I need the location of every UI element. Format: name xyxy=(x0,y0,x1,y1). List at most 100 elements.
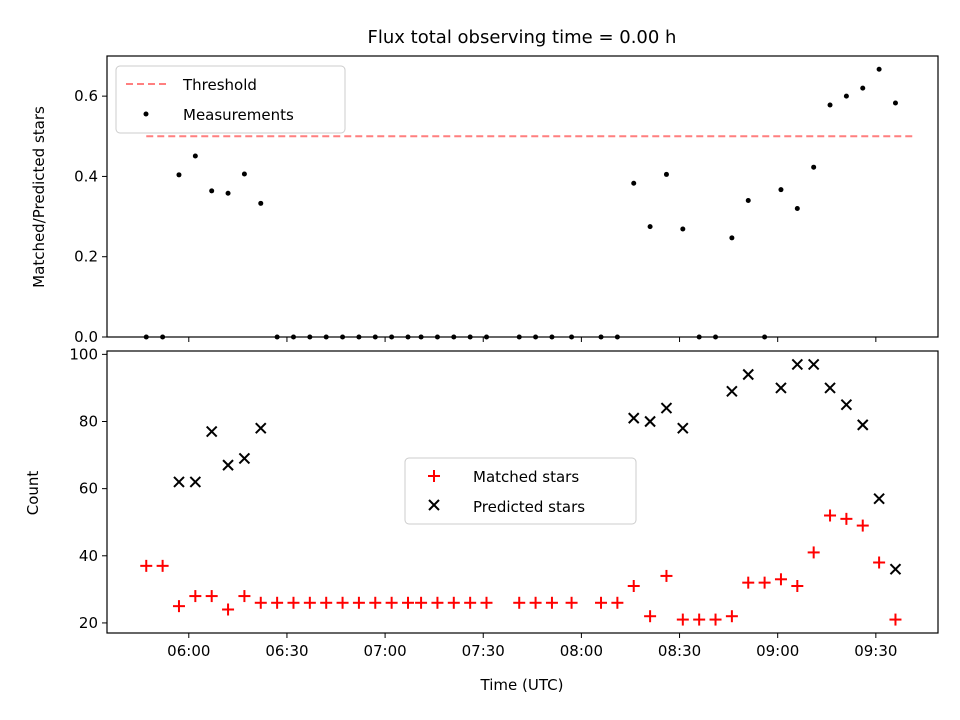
count-y-ticks: 20 40 60 80 100 xyxy=(69,345,107,632)
matched-point xyxy=(676,613,689,626)
predicted-point xyxy=(660,402,673,414)
count-axes-frame xyxy=(106,350,939,634)
x-tick-label: 07:00 xyxy=(363,642,406,660)
matched-point xyxy=(385,596,398,609)
matched-point xyxy=(172,600,185,613)
measurement-point xyxy=(680,226,686,232)
matched-point xyxy=(889,613,902,626)
y-tick-label: 60 xyxy=(79,480,98,498)
y-tick-label: 100 xyxy=(69,345,98,363)
y-tick-label: 80 xyxy=(79,413,98,431)
matched-point xyxy=(660,569,673,582)
matched-point xyxy=(693,613,706,626)
predicted-point xyxy=(677,422,689,434)
measurements-legend-label: Measurements xyxy=(183,106,294,124)
matched-point xyxy=(189,590,202,603)
matched-point xyxy=(807,546,820,559)
measurement-point xyxy=(647,224,653,230)
matched-point xyxy=(205,590,218,603)
threshold-legend-label: Threshold xyxy=(182,76,257,94)
predicted-point xyxy=(173,476,185,488)
count-plot-area xyxy=(140,358,902,626)
measurement-point xyxy=(794,206,800,212)
matched-point xyxy=(611,596,624,609)
predicted-point xyxy=(807,358,820,371)
ratio-legend: Threshold Measurements xyxy=(115,65,346,134)
matched-point xyxy=(140,559,153,572)
x-tick-label: 06:00 xyxy=(167,642,210,660)
matched-point xyxy=(565,596,578,609)
ratio-y-ticks: 0.0 0.2 0.4 0.6 xyxy=(74,87,107,346)
chart-title: Flux total observing time = 0.00 h xyxy=(368,27,677,48)
matched-point xyxy=(840,512,853,525)
matched-point xyxy=(156,559,169,572)
measurement-point xyxy=(778,187,784,193)
matched-point xyxy=(222,603,235,616)
ratio-x-ticks xyxy=(188,337,877,342)
predicted-legend-swatch xyxy=(428,499,440,511)
matched-point xyxy=(774,573,787,586)
matched-point xyxy=(447,596,460,609)
measurement-point xyxy=(860,85,866,91)
measurement-point xyxy=(843,93,849,99)
matched-point xyxy=(529,596,542,609)
y-tick-label: 0.6 xyxy=(74,87,98,105)
matched-point xyxy=(791,580,804,592)
matched-point xyxy=(742,576,755,589)
matched-point xyxy=(415,596,428,609)
matched-legend-swatch xyxy=(428,470,440,482)
measurement-point xyxy=(258,200,264,206)
predicted-point xyxy=(189,476,202,488)
x-tick-label: 07:30 xyxy=(462,642,505,660)
measurements-legend-swatch xyxy=(143,111,149,117)
predicted-point xyxy=(873,493,885,505)
matched-point xyxy=(758,576,771,589)
count-y-axis-label: Count xyxy=(24,471,42,516)
matched-point xyxy=(287,596,300,609)
x-tick-label: 08:30 xyxy=(658,642,701,660)
matched-point xyxy=(856,519,869,532)
measurement-point xyxy=(811,164,817,170)
matched-point xyxy=(431,596,444,609)
matched-point xyxy=(320,596,333,609)
measurement-point xyxy=(663,171,669,177)
matched-point xyxy=(254,596,267,609)
ratio-panel: Matched/Predicted stars 0.0 0.2 0.4 0.6 Thr… xyxy=(30,55,939,346)
measurement-point xyxy=(209,188,215,194)
predicted-point xyxy=(791,358,804,371)
predicted-point xyxy=(628,412,640,424)
matched-point xyxy=(238,590,251,603)
predicted-point xyxy=(255,422,267,434)
predicted-point xyxy=(205,425,218,438)
measurement-point xyxy=(876,66,882,72)
matched-point xyxy=(336,596,349,609)
predicted-point xyxy=(222,459,234,471)
predicted-point xyxy=(889,563,902,575)
matched-legend-label: Matched stars xyxy=(473,468,579,486)
ratio-axes-frame xyxy=(106,55,939,338)
y-tick-label: 40 xyxy=(79,547,98,565)
y-tick-label: 0.4 xyxy=(74,167,98,185)
matched-point xyxy=(824,509,837,522)
y-tick-label: 0.0 xyxy=(74,328,98,346)
matched-point xyxy=(873,556,886,569)
x-axis-label: Time (UTC) xyxy=(480,676,564,694)
matched-point xyxy=(725,610,738,623)
predicted-point xyxy=(824,382,836,394)
measurement-point xyxy=(192,153,198,159)
y-tick-label: 20 xyxy=(79,614,98,632)
measurement-point xyxy=(241,171,247,177)
matched-point xyxy=(352,596,365,609)
measurement-point xyxy=(729,235,735,241)
matched-point xyxy=(709,613,722,626)
count-legend: Matched stars Predicted stars xyxy=(404,457,637,525)
matched-point xyxy=(464,596,477,609)
x-tick-label: 09:30 xyxy=(854,642,897,660)
predicted-point xyxy=(238,452,251,465)
y-tick-label: 0.2 xyxy=(74,248,98,266)
measurement-point xyxy=(225,190,231,196)
predicted-legend-label: Predicted stars xyxy=(473,498,585,516)
measurement-point xyxy=(745,198,751,204)
